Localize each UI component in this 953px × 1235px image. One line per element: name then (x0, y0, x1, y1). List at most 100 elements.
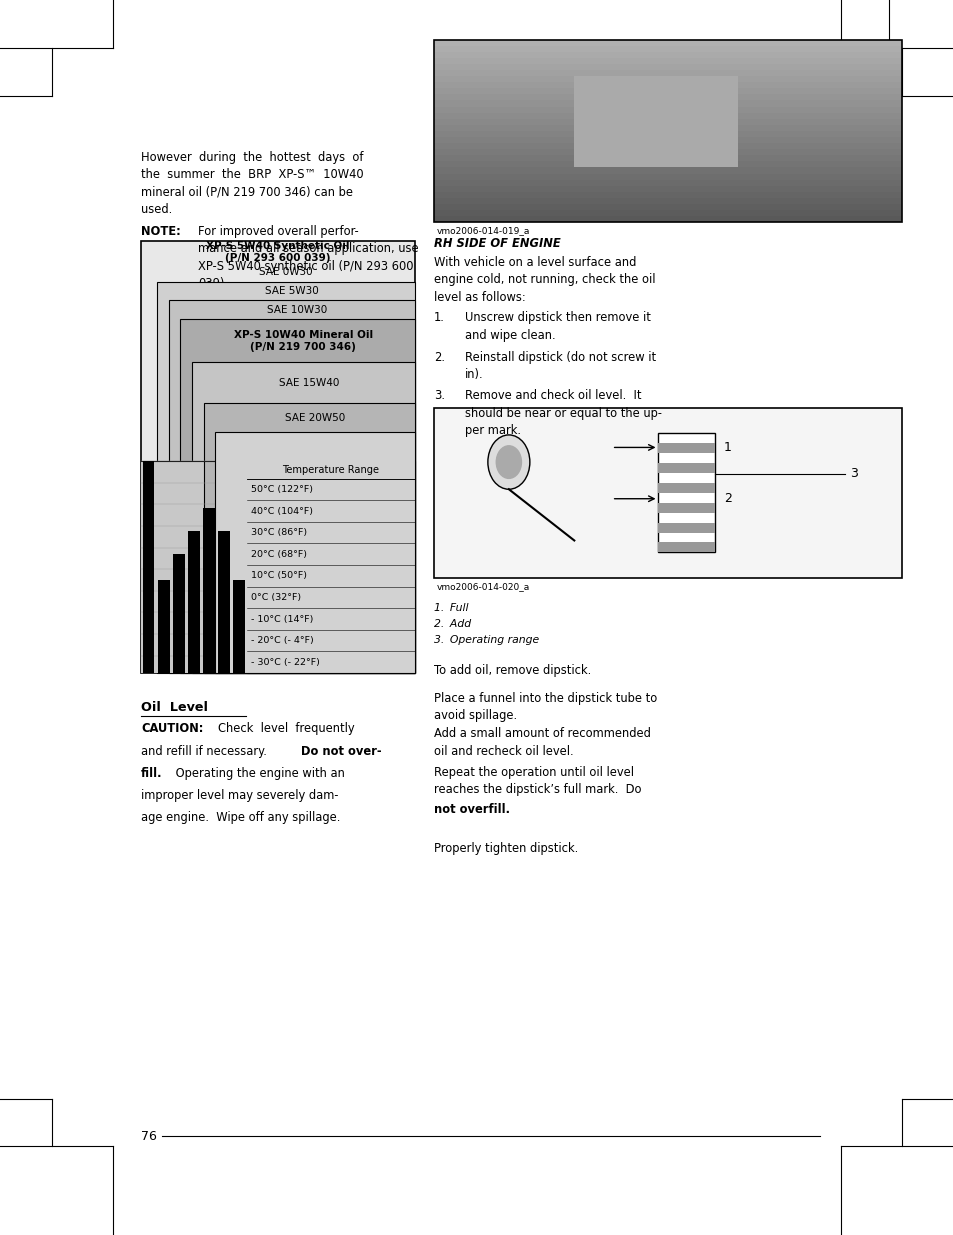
Bar (214, 432, 415, 673)
Bar (434, 70, 901, 77)
Bar (434, 198, 901, 204)
Text: SAE 20W50: SAE 20W50 (284, 412, 345, 422)
Bar (141, 241, 415, 673)
Text: 3. Operating range: 3. Operating range (434, 635, 538, 645)
Bar (434, 137, 901, 143)
Text: Reinstall dipstick (do not screw it
in).: Reinstall dipstick (do not screw it in). (464, 351, 655, 382)
Bar (658, 522, 714, 532)
Text: fill.: fill. (141, 767, 163, 781)
Bar (434, 52, 901, 58)
Bar (658, 433, 714, 552)
Bar (574, 77, 737, 168)
Text: 1. Full: 1. Full (434, 603, 468, 613)
Bar (434, 64, 901, 70)
Text: 76: 76 (141, 1130, 157, 1142)
Text: Do not over-: Do not over- (301, 745, 382, 758)
Bar (172, 555, 184, 673)
Text: 2. Add: 2. Add (434, 619, 471, 629)
Bar (434, 112, 901, 119)
Bar (434, 191, 901, 198)
Text: Add a small amount of recommended
oil and recheck oil level.: Add a small amount of recommended oil an… (434, 727, 650, 758)
Bar (434, 174, 901, 179)
Text: Oil  Level: Oil Level (141, 701, 208, 715)
Text: 30°C (86°F): 30°C (86°F) (251, 529, 307, 537)
Text: not overfill.: not overfill. (434, 803, 510, 816)
Bar (658, 542, 714, 552)
Bar (434, 119, 901, 125)
Bar (141, 461, 246, 673)
Text: Remove and check oil level.  It
should be near or equal to the up-
per mark.: Remove and check oil level. It should be… (464, 389, 660, 437)
Text: 2: 2 (723, 493, 731, 505)
Bar (434, 40, 901, 46)
Text: However  during  the  hottest  days  of
the  summer  the  BRP  XP-S™  10W40
mine: However during the hottest days of the s… (141, 151, 363, 216)
Bar (143, 461, 154, 673)
Bar (158, 580, 170, 673)
Bar (434, 204, 901, 210)
Bar (658, 443, 714, 453)
Text: - 20°C (- 4°F): - 20°C (- 4°F) (251, 636, 314, 645)
Bar (434, 131, 901, 137)
Bar (434, 77, 901, 83)
Text: Repeat the operation until oil level
reaches the dipstick’s full mark.  Do: Repeat the operation until oil level rea… (434, 766, 641, 797)
Bar (434, 216, 901, 222)
Text: vmo2006-014-020_a: vmo2006-014-020_a (436, 582, 530, 590)
Bar (434, 100, 901, 106)
Text: 2.: 2. (434, 351, 445, 364)
Text: RH SIDE OF ENGINE: RH SIDE OF ENGINE (434, 237, 560, 251)
Bar (218, 531, 230, 673)
Text: 20°C (68°F): 20°C (68°F) (251, 550, 307, 558)
Bar (180, 320, 415, 673)
Bar (434, 88, 901, 94)
Bar (203, 508, 214, 673)
Bar (434, 125, 901, 131)
Bar (203, 403, 415, 673)
Text: To add oil, remove dipstick.: To add oil, remove dipstick. (434, 664, 591, 678)
Bar (434, 168, 901, 174)
Text: Temperature Range: Temperature Range (282, 464, 379, 475)
Text: and refill if necessary.: and refill if necessary. (141, 745, 274, 758)
Text: Unscrew dipstick then remove it
and wipe clean.: Unscrew dipstick then remove it and wipe… (464, 311, 650, 342)
Text: - 10°C (14°F): - 10°C (14°F) (251, 615, 314, 624)
Text: 50°C (122°F): 50°C (122°F) (251, 485, 313, 494)
Bar (434, 179, 901, 185)
Bar (169, 300, 415, 673)
Text: 1.: 1. (434, 311, 444, 325)
Text: Operating the engine with an: Operating the engine with an (172, 767, 344, 781)
Text: 3.: 3. (434, 389, 445, 403)
Text: Place a funnel into the dipstick tube to
avoid spillage.: Place a funnel into the dipstick tube to… (434, 692, 657, 722)
Text: SAE 5W30: SAE 5W30 (265, 287, 318, 296)
Bar (434, 106, 901, 112)
Text: Check  level  frequently: Check level frequently (217, 722, 354, 736)
Text: - 30°C (- 22°F): - 30°C (- 22°F) (251, 658, 320, 667)
Text: For improved overall perfor-
mance and all season application, use
XP-S 5W40 syn: For improved overall perfor- mance and a… (198, 225, 418, 290)
Bar (434, 46, 901, 52)
Bar (434, 40, 901, 222)
Text: age engine.  Wipe off any spillage.: age engine. Wipe off any spillage. (141, 811, 340, 825)
Bar (233, 580, 245, 673)
Bar (157, 282, 415, 673)
Text: improper level may severely dam-: improper level may severely dam- (141, 789, 338, 803)
Bar (192, 362, 415, 673)
Bar (434, 143, 901, 149)
Bar (658, 463, 714, 473)
Text: 40°C (104°F): 40°C (104°F) (251, 506, 313, 515)
Bar (658, 483, 714, 493)
Text: SAE 15W40: SAE 15W40 (279, 378, 339, 388)
Text: With vehicle on a level surface and
engine cold, not running, check the oil
leve: With vehicle on a level surface and engi… (434, 256, 655, 304)
Bar (434, 156, 901, 162)
Bar (434, 210, 901, 216)
Text: XP-S 10W40 Mineral Oil
(P/N 219 700 346): XP-S 10W40 Mineral Oil (P/N 219 700 346) (233, 330, 373, 352)
Bar (188, 531, 199, 673)
Bar (434, 83, 901, 88)
Text: Properly tighten dipstick.: Properly tighten dipstick. (434, 842, 578, 856)
Bar (434, 149, 901, 156)
Text: 1: 1 (723, 441, 731, 454)
Bar (434, 94, 901, 100)
Circle shape (496, 446, 521, 478)
Text: XP-S 5W40 Synthetic Oil
(P/N 293 600 039): XP-S 5W40 Synthetic Oil (P/N 293 600 039… (206, 241, 350, 263)
Bar (246, 461, 415, 673)
Text: CAUTION:: CAUTION: (141, 722, 203, 736)
Bar (658, 503, 714, 513)
Text: 3: 3 (849, 467, 857, 480)
Bar (434, 408, 901, 578)
